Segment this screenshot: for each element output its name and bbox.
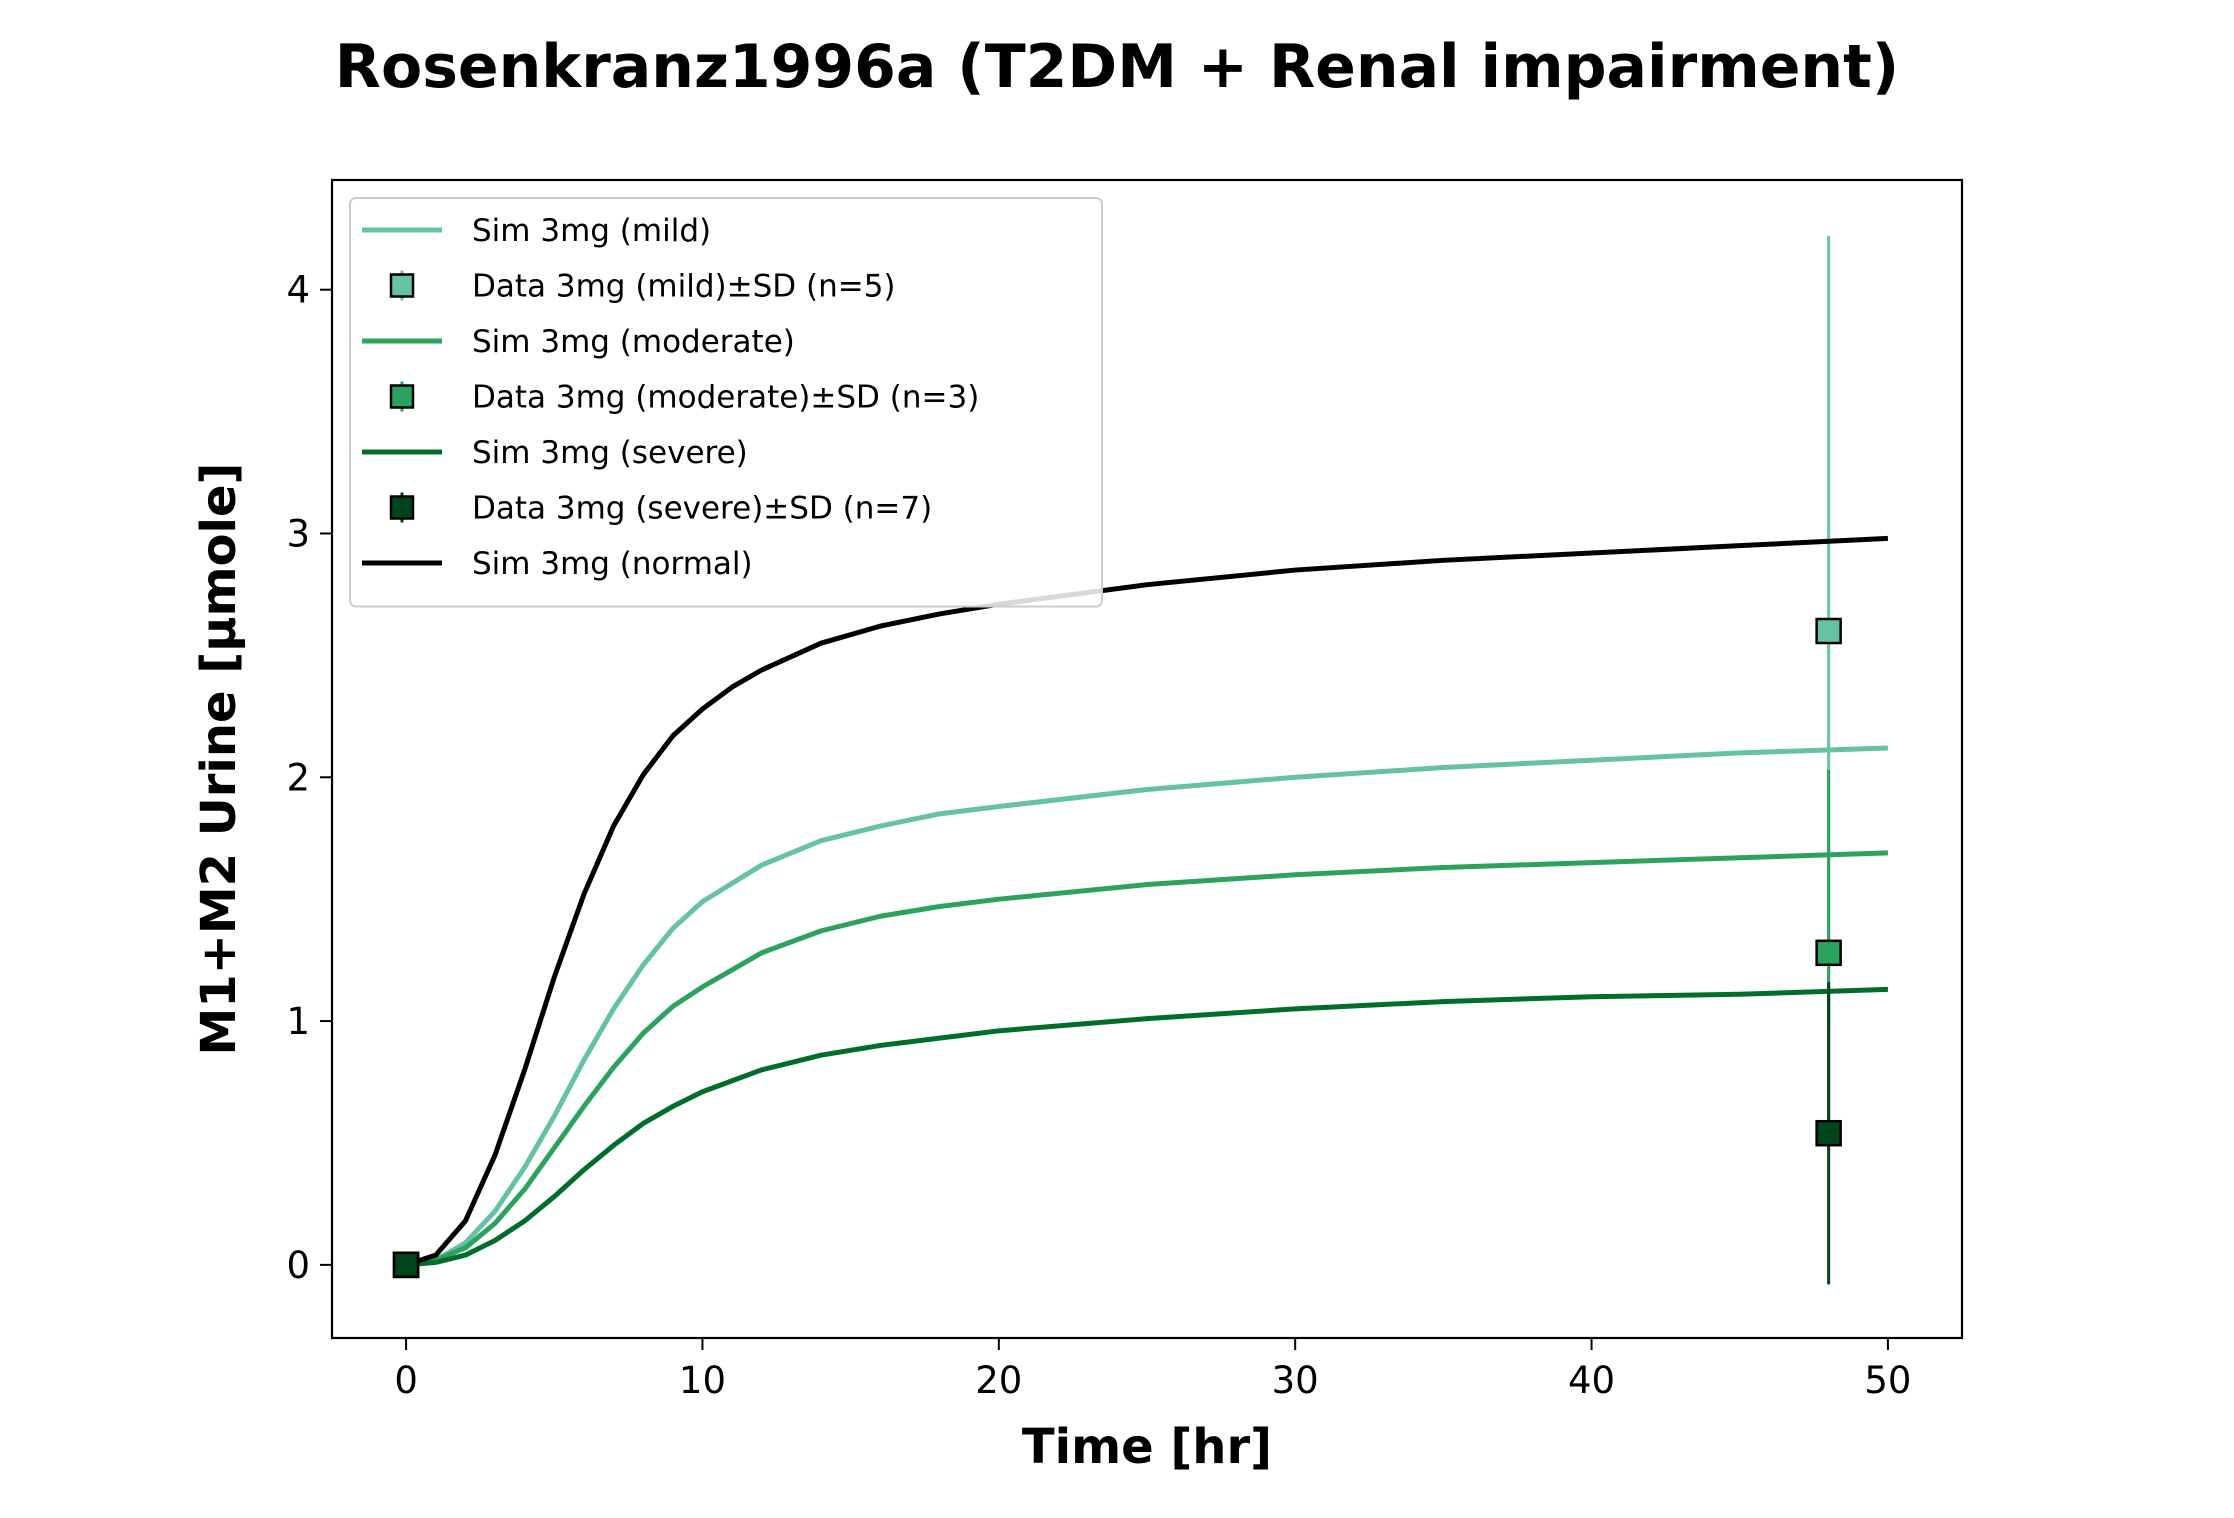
legend-marker: [389, 495, 415, 520]
x-tick-label: 20: [975, 1359, 1022, 1402]
x-axis: 0 10 20 30 40 50: [394, 1338, 1911, 1402]
y-axis: 0 1 2 3 4: [286, 269, 332, 1287]
series: [405, 986, 1888, 1268]
y-tick-label: 4: [286, 269, 310, 312]
legend-label: Data 3mg (moderate)±SD (n=3): [472, 380, 979, 416]
y-tick-label: 3: [286, 512, 310, 555]
legend-label: Sim 3mg (mild): [472, 213, 711, 249]
data-point: [1815, 1119, 1842, 1147]
y-tick-label: 0: [286, 1244, 310, 1287]
x-axis-label: Time [hr]: [1022, 1419, 1272, 1475]
plot-area: [392, 236, 1889, 1285]
legend-entry: Sim 3mg (mild): [362, 213, 711, 249]
legend-label: Data 3mg (mild)±SD (n=5): [472, 269, 896, 305]
x-tick-label: 10: [679, 1359, 726, 1402]
legend-entry: Data 3mg (moderate)±SD (n=3): [389, 380, 979, 416]
x-tick-label: 50: [1864, 1359, 1911, 1402]
legend-entry: Data 3mg (mild)±SD (n=5): [389, 269, 896, 305]
chart-title: Rosenkranz1996a (T2DM + Renal impairment…: [335, 32, 1899, 102]
series-line: [405, 850, 1888, 1268]
legend-marker: [389, 384, 415, 409]
legend-box: [349, 197, 1103, 608]
data-point: [1815, 939, 1842, 967]
series-line: [405, 986, 1888, 1268]
legend: Sim 3mg (mild) Data 3mg (mild)±SD (n=5) Si…: [349, 197, 1103, 608]
legend-marker: [389, 273, 415, 298]
series: [405, 745, 1888, 1268]
x-tick-label: 30: [1272, 1359, 1319, 1402]
y-tick-label: 1: [286, 1000, 310, 1043]
x-tick-label: 40: [1568, 1359, 1615, 1402]
legend-label: Sim 3mg (severe): [472, 435, 748, 471]
series-line: [405, 745, 1888, 1268]
x-tick-label: 0: [394, 1359, 418, 1402]
y-axis-label: M1+M2 Urine [µmole]: [191, 463, 247, 1056]
legend-entry: Data 3mg (severe)±SD (n=7): [389, 491, 932, 527]
legend-entry: Sim 3mg (severe): [362, 435, 748, 471]
series-line: [405, 535, 1889, 1268]
legend-entry: Sim 3mg (normal): [362, 546, 753, 582]
legend-label: Data 3mg (severe)±SD (n=7): [472, 491, 932, 527]
series: [405, 535, 1889, 1268]
y-tick-label: 2: [286, 756, 310, 799]
axes-frame: [330, 178, 1964, 1340]
legend-label: Sim 3mg (normal): [472, 546, 753, 582]
data-point: [392, 1251, 420, 1279]
legend-label: Sim 3mg (moderate): [472, 324, 795, 360]
series: [1815, 982, 1842, 1285]
legend-entry: Sim 3mg (moderate): [362, 324, 795, 360]
data-point: [1815, 617, 1842, 645]
series: [405, 850, 1888, 1268]
